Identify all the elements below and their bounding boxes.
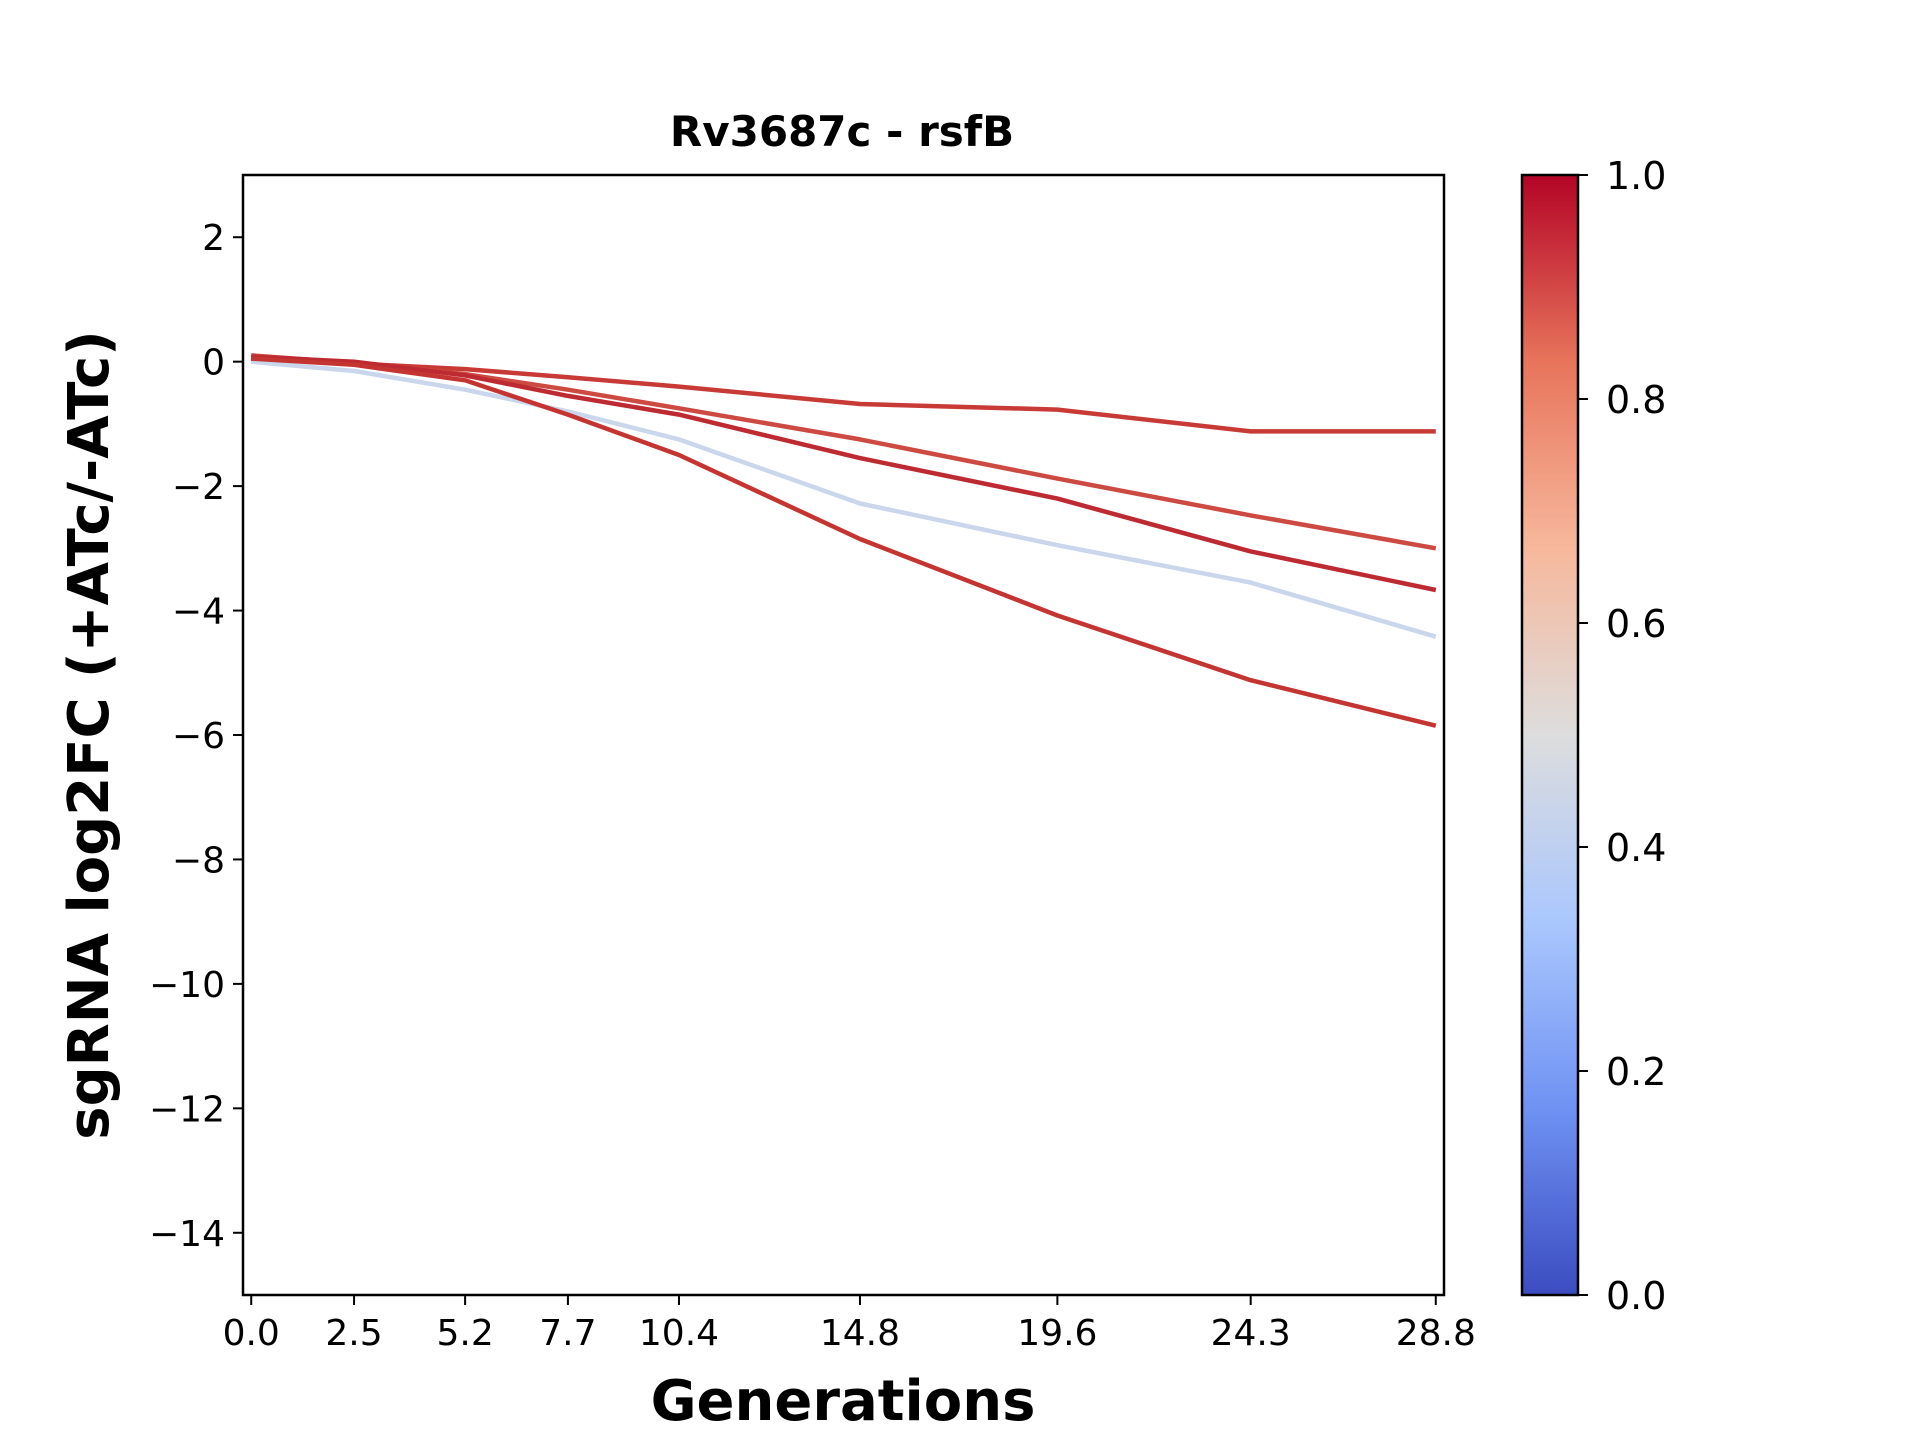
colorbar-tick-label: 0.4 — [1606, 826, 1666, 870]
y-axis-ticks: 2 0 −2 −4 −6 −8 −10 −12 −14 — [149, 218, 243, 1255]
y-tick-label: −8 — [172, 840, 225, 881]
x-tick-label: 24.3 — [1211, 1313, 1291, 1354]
series-lines — [250, 353, 1437, 728]
y-tick-label: 0 — [202, 343, 225, 384]
y-tick-label: −14 — [149, 1214, 225, 1255]
plot-frame — [241, 173, 1446, 1297]
x-tick-label: 5.2 — [436, 1313, 493, 1354]
colorbar — [1520, 173, 1580, 1297]
x-axis-ticks: 0.0 2.5 5.2 7.7 10.4 14.8 19.6 24.3 28.8 — [223, 1295, 1476, 1354]
series-line-5 — [251, 356, 1437, 728]
y-tick-label: 2 — [202, 218, 225, 259]
y-axis-label: sgRNA log2FC (+ATc/-ATc) — [57, 330, 122, 1140]
series-line-3 — [251, 354, 1437, 593]
x-axis-label: Generations — [651, 1369, 1036, 1434]
x-tick-label: 7.7 — [539, 1313, 596, 1354]
y-tick-label: −10 — [149, 965, 225, 1006]
x-tick-label: 2.5 — [325, 1313, 382, 1354]
y-tick-label: −2 — [172, 467, 225, 508]
colorbar-tick-label: 0.6 — [1606, 602, 1666, 646]
chart-title: Rv3687c - rsfB — [670, 107, 1014, 156]
x-tick-label: 14.8 — [820, 1313, 900, 1354]
colorbar-tick-label: 0.2 — [1606, 1050, 1666, 1094]
series-line-4 — [250, 359, 1437, 639]
y-tick-label: −4 — [172, 592, 225, 633]
x-tick-label: 19.6 — [1017, 1313, 1097, 1354]
x-tick-label: 28.8 — [1396, 1313, 1476, 1354]
y-tick-label: −6 — [172, 716, 225, 757]
x-tick-label: 10.4 — [639, 1313, 719, 1354]
x-tick-label: 0.0 — [223, 1313, 280, 1354]
y-tick-label: −12 — [149, 1089, 225, 1130]
colorbar-ticks: 0.0 0.2 0.4 0.6 0.8 1.0 — [1578, 154, 1666, 1318]
colorbar-tick-label: 0.8 — [1606, 378, 1666, 422]
colorbar-tick-label: 0.0 — [1606, 1274, 1666, 1318]
colorbar-tick-label: 1.0 — [1606, 154, 1666, 198]
